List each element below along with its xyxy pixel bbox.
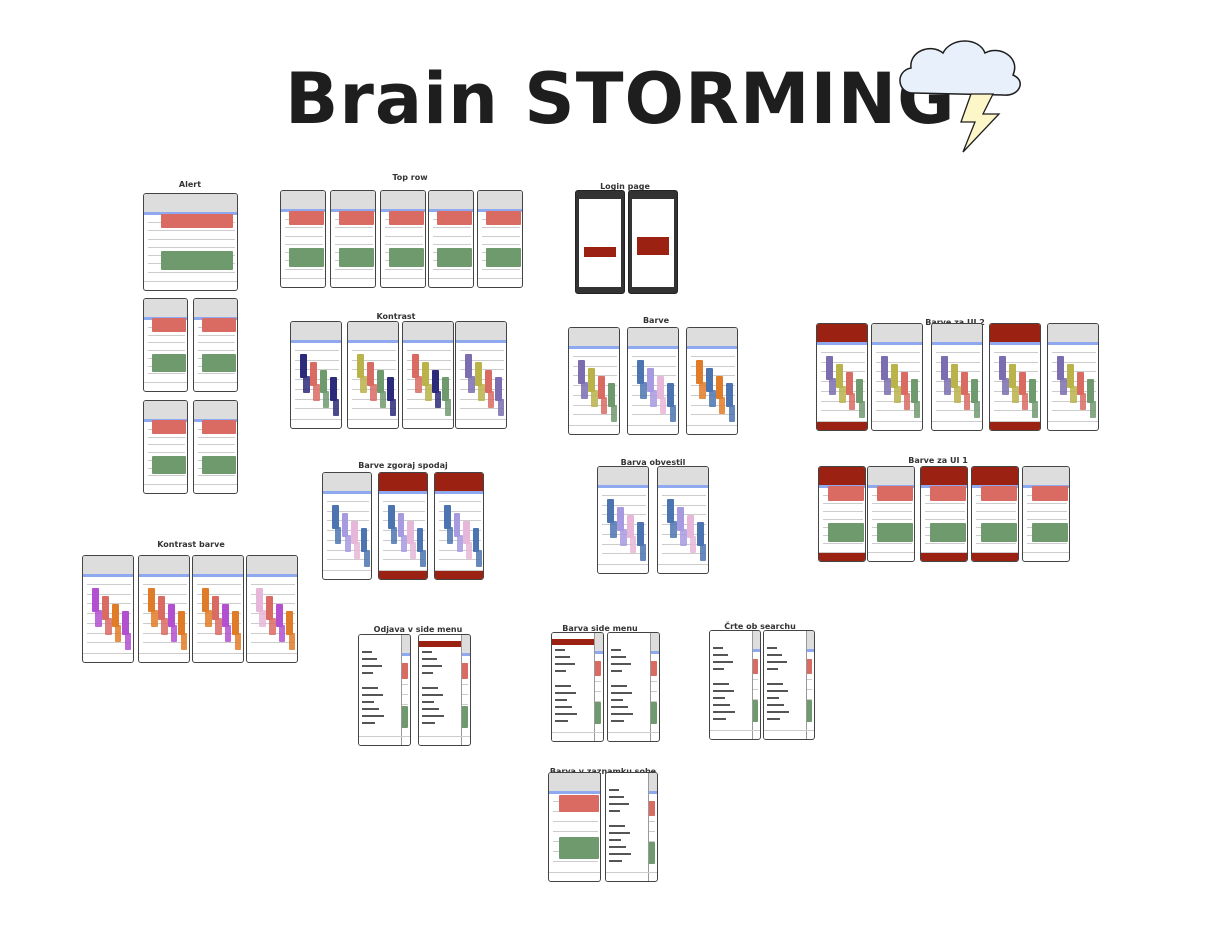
mockup-odjava-v-side-menu	[358, 634, 411, 746]
mockup-barva-v-zaznamku-sobe	[548, 772, 601, 882]
mockup-alert	[193, 298, 238, 392]
mockup-crte-ob-search	[763, 630, 815, 740]
mockup-top-row	[280, 190, 326, 288]
group-label-barva-v-zaznamku-sobe: Barva v zaznamku sobe	[549, 767, 657, 776]
group-label-kontrast-barve: Kontrast barve	[157, 540, 225, 549]
group-label-barve-za-ui-1: Barve za UI 1	[908, 456, 968, 465]
mockup-top-row	[477, 190, 523, 288]
mockup-barva-obvestil	[597, 466, 649, 574]
mockup-barve-za-ui-1	[1022, 466, 1070, 562]
board-title: Brain STORMING	[285, 58, 956, 140]
mockup-kontrast	[455, 321, 507, 429]
mockup-barve-za-ui-1	[920, 466, 968, 562]
group-label-crte-ob-search: Črte ob searchu	[724, 622, 796, 631]
group-label-barva-obvestil: Barva obvestil	[620, 458, 686, 467]
mockup-kontrast-barve	[246, 555, 298, 663]
group-label-kontrast: Kontrast	[376, 312, 416, 321]
mockup-alert	[143, 298, 188, 392]
lightning-bolt-icon	[960, 93, 1001, 153]
cloud-icon	[899, 40, 1021, 96]
mockup-kontrast-barve	[192, 555, 244, 663]
mockup-crte-ob-search	[709, 630, 761, 740]
mockup-barve-za-ui-2	[816, 323, 868, 431]
mockup-barve-za-ui-2	[989, 323, 1041, 431]
mockup-barve	[568, 327, 620, 435]
mockup-barve-za-ui-1	[867, 466, 915, 562]
mockup-barve-za-ui-2	[1047, 323, 1099, 431]
mockup-barva-side-menu	[607, 632, 660, 742]
mockup-kontrast-barve	[138, 555, 190, 663]
mockup-alert	[143, 400, 188, 494]
mockup-login-page	[575, 190, 625, 294]
group-label-barva-side-menu: Barva side menu	[562, 624, 638, 633]
group-label-barve: Barve	[642, 316, 670, 325]
mockup-barva-side-menu	[551, 632, 604, 742]
mockup-login-page	[628, 190, 678, 294]
mockup-barve-za-ui-1	[971, 466, 1019, 562]
mockup-kontrast	[290, 321, 342, 429]
group-label-barve-zgoraj-spodaj: Barve zgoraj spodaj	[358, 461, 448, 470]
mockup-odjava-v-side-menu	[418, 634, 471, 746]
mockup-barve-zgoraj-spodaj	[378, 472, 428, 580]
mockup-barve	[686, 327, 738, 435]
group-label-odjava-v-side-menu: Odjava v side menu	[373, 625, 463, 634]
mockup-barva-obvestil	[657, 466, 709, 574]
mockup-kontrast	[347, 321, 399, 429]
mockup-top-row	[330, 190, 376, 288]
mockup-barve	[627, 327, 679, 435]
mockup-kontrast	[402, 321, 454, 429]
mockup-barve-za-ui-1	[818, 466, 866, 562]
mockup-alert	[193, 400, 238, 494]
group-label-alert: Alert	[178, 180, 202, 189]
mockup-barva-v-zaznamku-sobe	[605, 772, 658, 882]
mockup-barve-za-ui-2	[871, 323, 923, 431]
mockup-barve-zgoraj-spodaj	[434, 472, 484, 580]
mockup-barve-za-ui-2	[931, 323, 983, 431]
mockup-top-row	[380, 190, 426, 288]
group-label-barve-za-ui-2: Barve za UI 2	[925, 318, 985, 327]
group-label-login-page: Login page	[600, 182, 650, 191]
mockup-alert	[143, 193, 238, 291]
group-label-top-row: Top row	[392, 173, 428, 182]
mockup-top-row	[428, 190, 474, 288]
mockup-barve-zgoraj-spodaj	[322, 472, 372, 580]
mockup-kontrast-barve	[82, 555, 134, 663]
